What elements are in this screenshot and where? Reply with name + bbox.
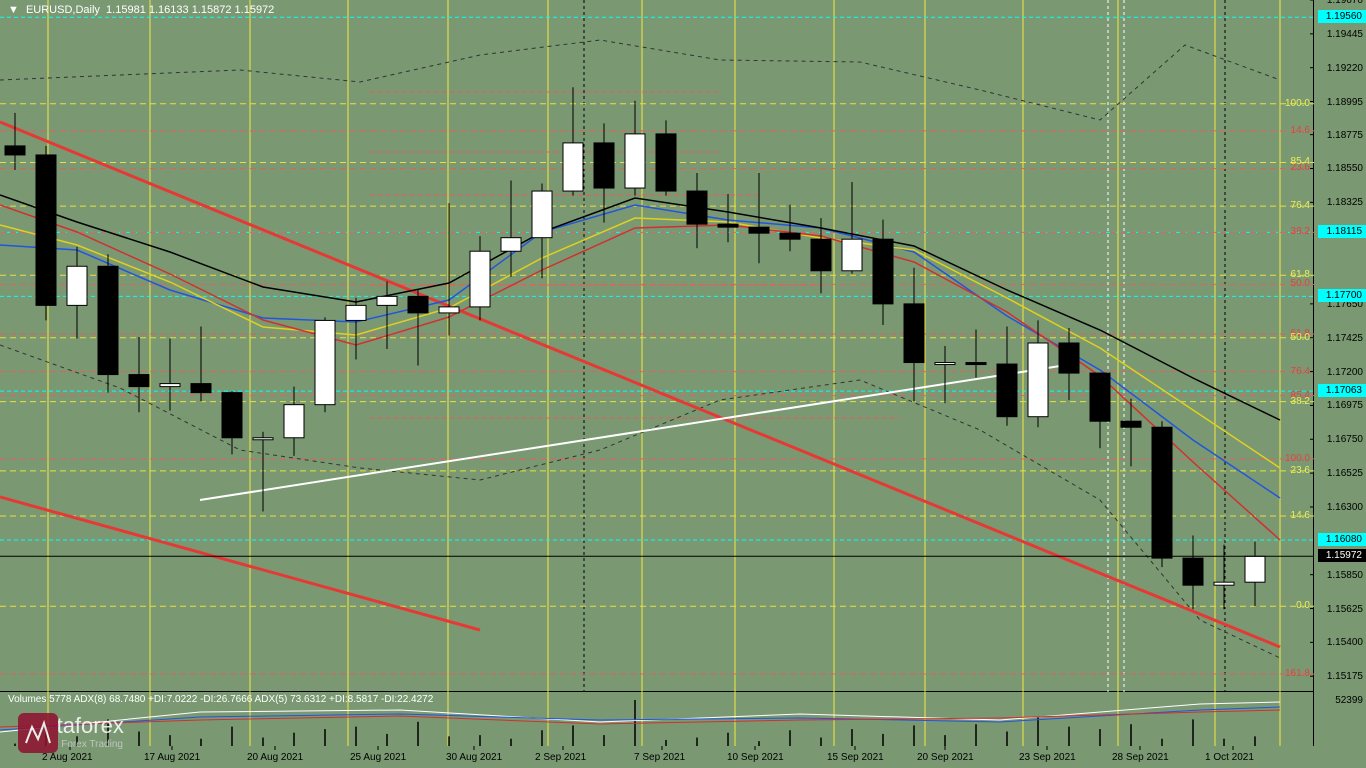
ohlc-open: 1.15981	[106, 4, 146, 16]
date-tick: 15 Sep 2021	[827, 752, 884, 763]
fib-label: 76.4	[1291, 200, 1310, 211]
price-tick: 1.18550	[1327, 163, 1363, 174]
ohlc-low: 1.15872	[192, 4, 232, 16]
symbol-label: EURUSD	[26, 4, 72, 16]
date-tick: 2 Aug 2021	[42, 752, 93, 763]
date-tick: 20 Sep 2021	[917, 752, 974, 763]
chart-svg[interactable]	[0, 0, 1314, 692]
current-price-label: 1.15972	[1318, 549, 1366, 562]
watermark: instaforex Instant Forex Trading	[18, 713, 124, 750]
volume-tick: 52399	[1335, 695, 1363, 706]
fib-label: 85.4	[1291, 156, 1310, 167]
fib-label: 14.6	[1291, 510, 1310, 521]
price-tick: 1.18995	[1327, 97, 1363, 108]
chevron-down-icon: ▼	[8, 4, 19, 16]
price-tick: 1.18325	[1327, 197, 1363, 208]
fib-label: 14.6	[1291, 125, 1310, 136]
ohlc-close: 1.15972	[235, 4, 275, 16]
fib-label: 76.4	[1291, 366, 1310, 377]
price-tick: 1.19220	[1327, 63, 1363, 74]
fib-label: 38.2	[1291, 396, 1310, 407]
symbol-title: ▼ EURUSD,Daily 1.15981 1.16133 1.15872 1…	[8, 4, 274, 16]
date-tick: 23 Sep 2021	[1019, 752, 1076, 763]
date-tick: 28 Sep 2021	[1112, 752, 1169, 763]
time-axis: 2 Aug 2021 17 Aug 2021 20 Aug 2021 25 Aug 2…	[0, 746, 1314, 768]
price-panel[interactable]: ▼ EURUSD,Daily 1.15981 1.16133 1.15872 1…	[0, 0, 1314, 692]
fib-label: 161.8	[1285, 668, 1310, 679]
fib-label: 100.0	[1285, 98, 1310, 109]
price-tick: 1.15850	[1327, 570, 1363, 581]
price-tick: 1.18775	[1327, 130, 1363, 141]
chart-container: ▼ EURUSD,Daily 1.15981 1.16133 1.15872 1…	[0, 0, 1366, 768]
date-tick: 7 Sep 2021	[634, 752, 685, 763]
price-tick: 1.15175	[1327, 671, 1363, 682]
price-tick: 1.19670	[1327, 0, 1363, 6]
horizontal-level-label: 1.16080	[1318, 533, 1366, 546]
horizontal-level-label: 1.18115	[1318, 225, 1366, 238]
horizontal-level-label: 1.17063	[1318, 384, 1366, 397]
price-tick: 1.16975	[1327, 400, 1363, 411]
price-tick: 1.17425	[1327, 333, 1363, 344]
price-tick: 1.16750	[1327, 434, 1363, 445]
fib-label: 38.2	[1291, 226, 1310, 237]
price-tick: 1.17200	[1327, 367, 1363, 378]
horizontal-level-label: 1.19560	[1318, 10, 1366, 23]
horizontal-level-label: 1.17700	[1318, 289, 1366, 302]
indicator-title: Volumes 5778 ADX(8) 68.7480 +DI:7.0222 -…	[8, 694, 433, 705]
date-tick: 10 Sep 2021	[727, 752, 784, 763]
date-tick: 17 Aug 2021	[144, 752, 200, 763]
timeframe-label: Daily	[75, 4, 99, 16]
fib-label: 23.6	[1291, 465, 1310, 476]
price-tick: 1.15625	[1327, 604, 1363, 615]
date-tick: 25 Aug 2021	[350, 752, 406, 763]
date-tick: 20 Aug 2021	[247, 752, 303, 763]
fib-label: 61.8	[1291, 269, 1310, 280]
date-tick: 1 Oct 2021	[1205, 752, 1254, 763]
price-tick: 1.16525	[1327, 468, 1363, 479]
fib-label: 100.0	[1285, 453, 1310, 464]
ohlc-high: 1.16133	[149, 4, 189, 16]
fib-label: 50.0	[1291, 332, 1310, 343]
price-tick: 1.16300	[1327, 502, 1363, 513]
price-tick: 1.19445	[1327, 29, 1363, 40]
fib-label: 0.0	[1296, 600, 1310, 611]
price-tick: 1.15400	[1327, 637, 1363, 648]
date-tick: 30 Aug 2021	[446, 752, 502, 763]
price-axis: 1.19670 1.19445 1.19220 1.18995 1.18775 1.185…	[1314, 0, 1366, 746]
date-tick: 2 Sep 2021	[535, 752, 586, 763]
